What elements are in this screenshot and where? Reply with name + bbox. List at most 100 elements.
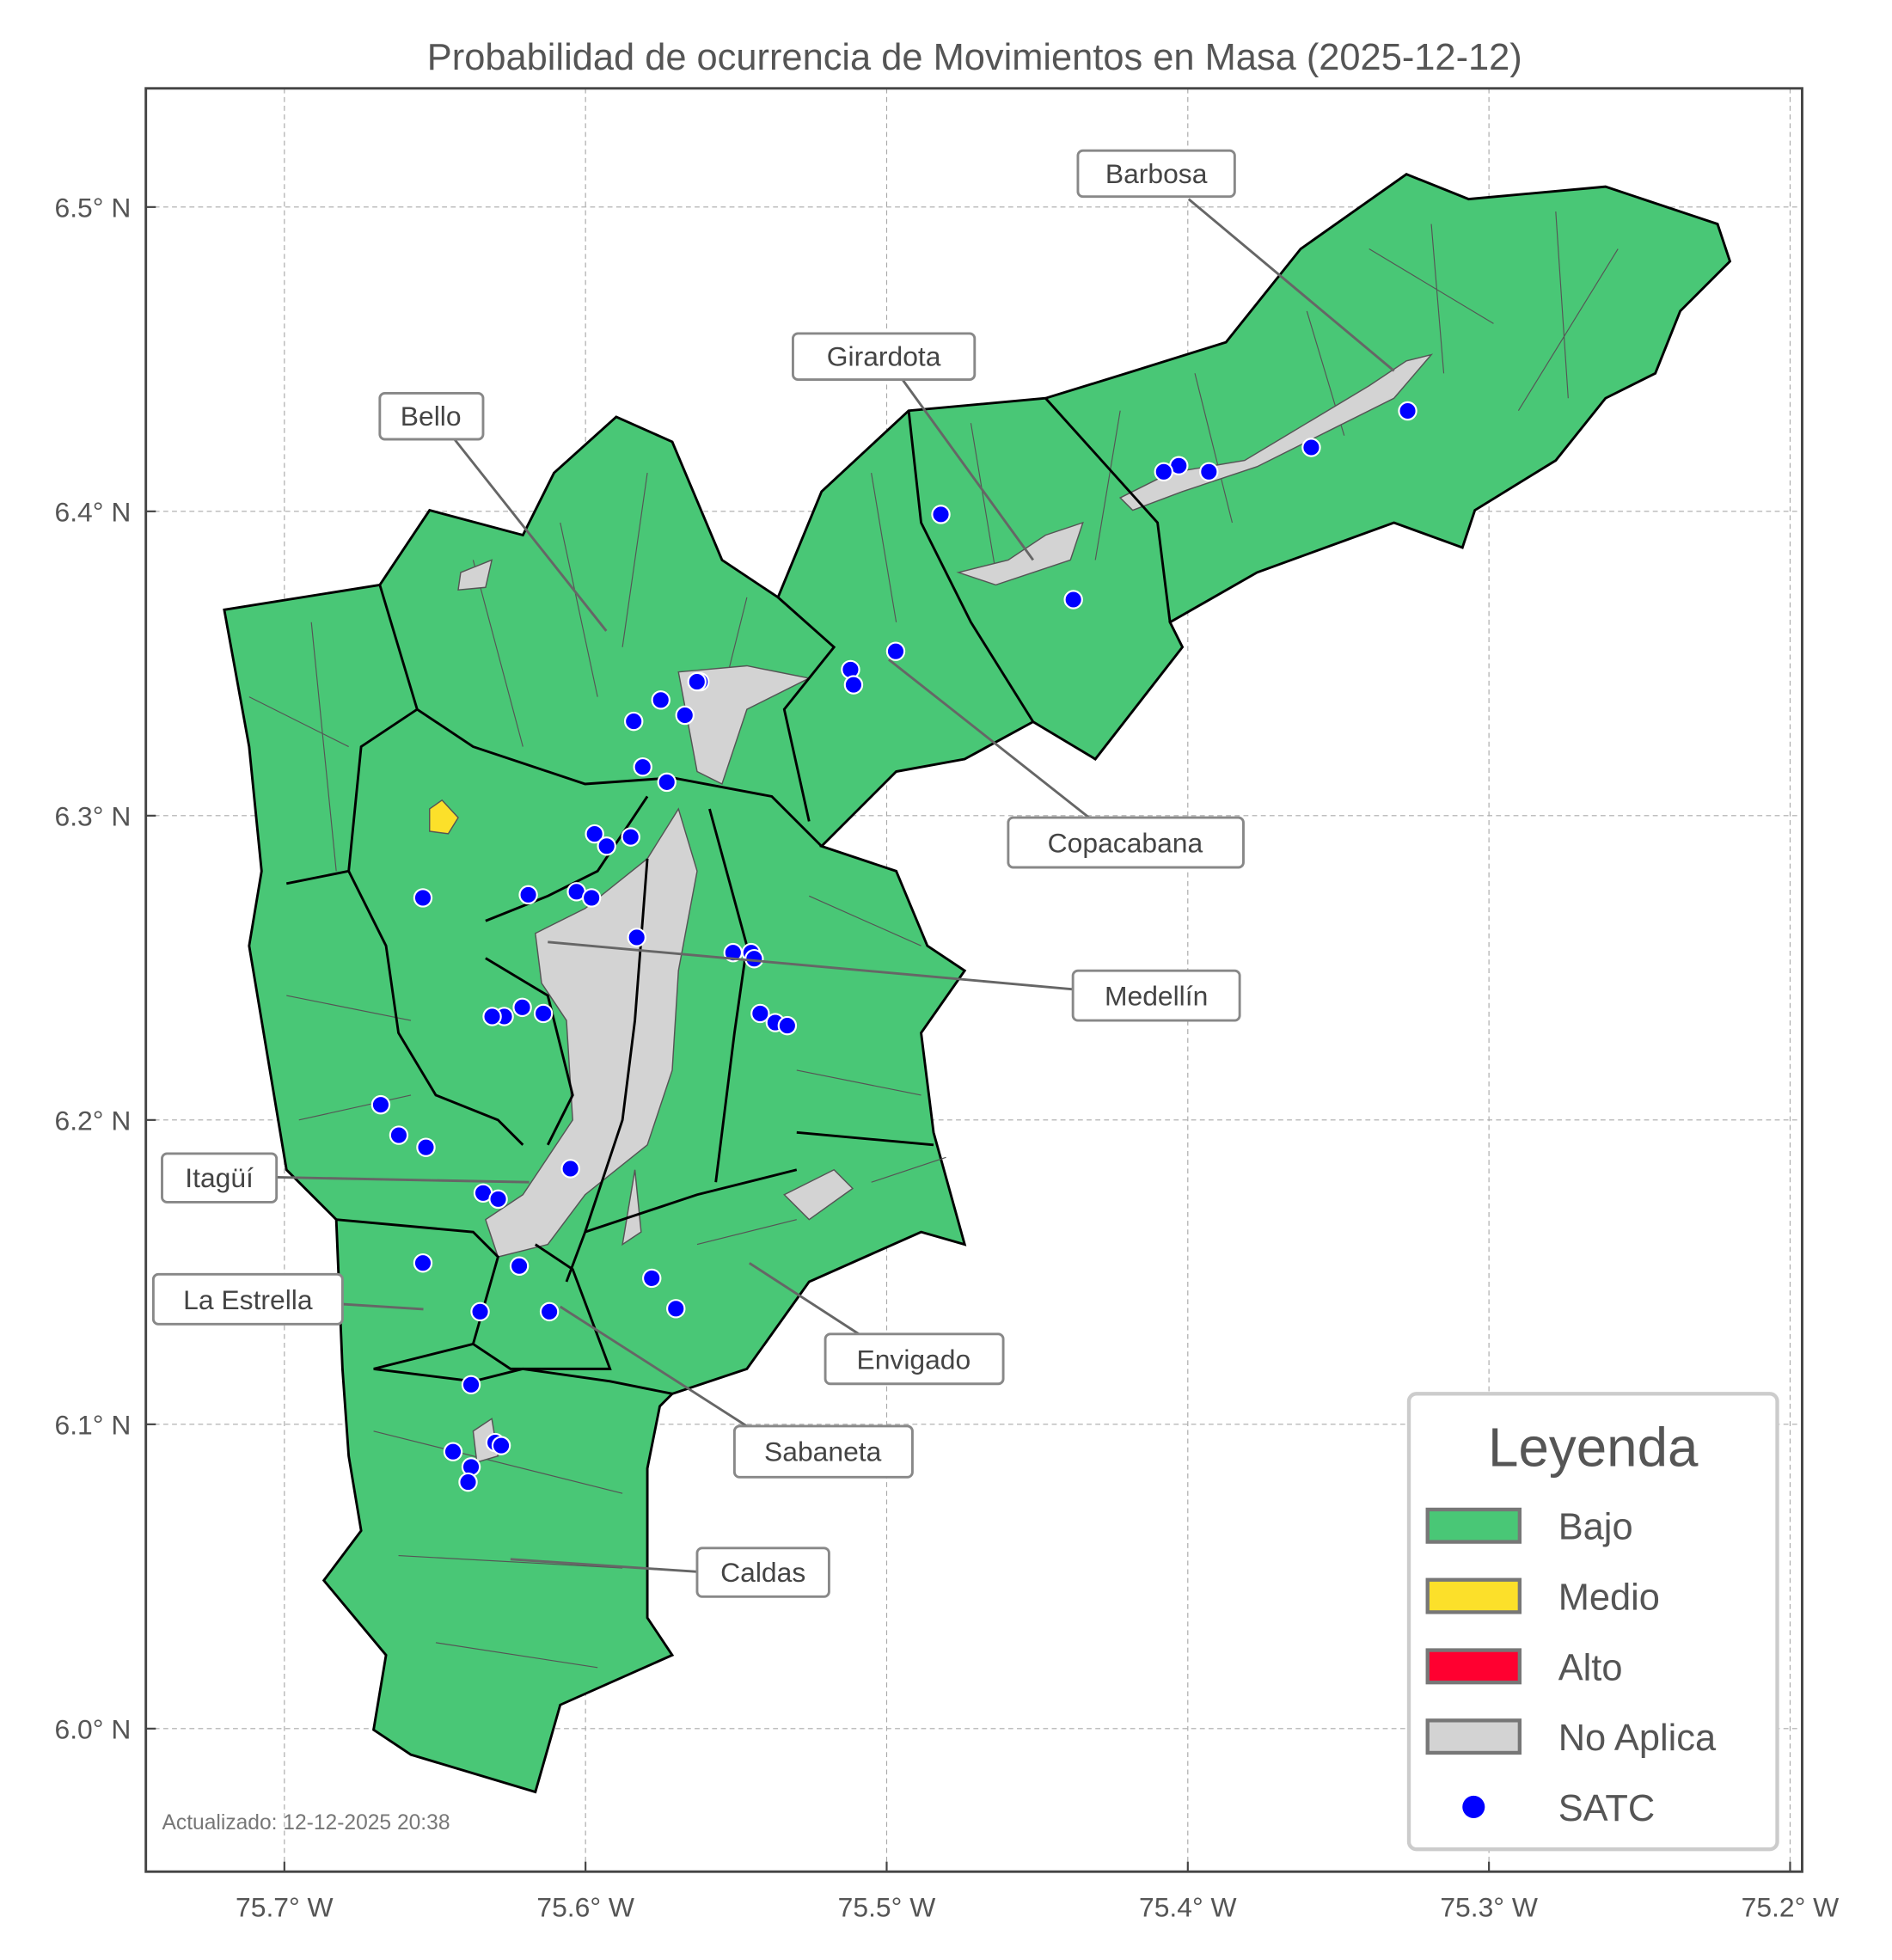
svg-text:Caldas: Caldas <box>720 1557 805 1588</box>
svg-text:Sabaneta: Sabaneta <box>764 1436 882 1467</box>
svg-text:Barbosa: Barbosa <box>1105 158 1208 189</box>
satc-station-point <box>585 824 604 844</box>
satc-station-point <box>642 1268 662 1289</box>
label-copacabana: Copacabana <box>888 658 1245 869</box>
legend-label: SATC <box>1558 1788 1656 1829</box>
satc-station-point <box>370 1094 391 1115</box>
legend-item-medio: Medio <box>1425 1577 1660 1618</box>
satc-station-point <box>1398 401 1417 421</box>
label-barbosa: Barbosa <box>1076 149 1395 372</box>
x-tick-label: 75.3° W <box>1440 1891 1538 1922</box>
satc-station-point <box>1199 462 1219 482</box>
label-medellin: Medellín <box>548 940 1241 1022</box>
y-tick-label: 6.3° N <box>54 800 131 831</box>
axis-ticks: 75.7° W 75.6° W 75.5° W 75.4° W 75.3° W 75.2°… <box>54 192 1839 1922</box>
svg-text:Copacabana: Copacabana <box>1048 828 1203 859</box>
satc-station-point <box>413 888 433 908</box>
legend-label: Bajo <box>1558 1507 1633 1548</box>
svg-text:Girardota: Girardota <box>827 341 941 372</box>
satc-station-point <box>1063 590 1083 609</box>
satc-station-point <box>413 1253 433 1273</box>
satc-station-point <box>491 1436 511 1455</box>
legend-swatch <box>1425 1718 1522 1755</box>
x-tick-label: 75.7° W <box>236 1891 334 1922</box>
updated-timestamp: Actualizado: 12-12-2025 20:38 <box>162 1811 450 1834</box>
svg-text:Bello: Bello <box>401 401 462 432</box>
satc-station-point <box>657 772 677 793</box>
legend-label: Alto <box>1558 1647 1623 1688</box>
legend-label: No Aplica <box>1558 1718 1717 1759</box>
label-girardota: Girardota <box>791 332 1035 561</box>
legend-swatch <box>1425 1507 1522 1544</box>
satc-station-point <box>533 1003 554 1024</box>
label-envigado: Envigado <box>748 1262 1005 1386</box>
svg-text:Medellín: Medellín <box>1105 981 1208 1012</box>
satc-station-point <box>488 1189 508 1210</box>
legend-title: Leyenda <box>1488 1417 1699 1478</box>
y-tick-label: 6.5° N <box>54 192 131 223</box>
label-caldas: Caldas <box>510 1547 830 1598</box>
satc-station-point <box>885 641 906 661</box>
legend-item-no-aplica: No Aplica <box>1425 1718 1717 1759</box>
legend-label: Medio <box>1558 1577 1660 1618</box>
y-tick-label: 6.4° N <box>54 496 131 527</box>
satc-station-point <box>1154 462 1173 482</box>
satc-station-point <box>509 1256 530 1276</box>
satc-station-point <box>443 1442 463 1461</box>
vereda-boundaries <box>248 211 1619 1669</box>
satc-station-point <box>482 1007 502 1026</box>
y-tick-label: 6.0° N <box>54 1713 131 1744</box>
satc-station-point <box>687 671 707 692</box>
satc-station-point <box>675 705 695 726</box>
x-tick-label: 75.6° W <box>536 1891 634 1922</box>
satc-station-point <box>843 675 864 695</box>
label-bello: Bello <box>378 392 608 632</box>
svg-text:La Estrella: La Estrella <box>183 1284 313 1315</box>
satc-station-point <box>777 1015 798 1036</box>
satc-station-point <box>651 690 670 710</box>
satc-station-point <box>666 1299 686 1319</box>
region-medio <box>429 799 459 835</box>
x-tick-label: 75.5° W <box>838 1891 936 1922</box>
legend-item-bajo: Bajo <box>1425 1507 1633 1548</box>
satc-station-point <box>416 1137 436 1157</box>
satc-station-point <box>627 928 646 947</box>
y-tick-label: 6.1° N <box>54 1409 131 1440</box>
region-bajo <box>223 173 1732 1794</box>
satc-station-point <box>623 711 644 732</box>
satc-station-point <box>470 1302 490 1322</box>
legend: Leyenda Bajo Medio Alto No Aplica SATC <box>1406 1392 1779 1852</box>
map-title: Probabilidad de ocurrencia de Movimiento… <box>427 37 1522 78</box>
satc-station-point <box>744 949 764 969</box>
satc-station-point <box>581 888 602 908</box>
plot-frame <box>144 87 1803 1873</box>
svg-text:Itagüí: Itagüí <box>185 1162 254 1193</box>
legend-marker <box>1462 1795 1485 1818</box>
satc-station-point <box>750 1003 770 1024</box>
y-tick-label: 6.2° N <box>54 1105 131 1136</box>
label-la-estrella: La Estrella <box>151 1272 424 1326</box>
x-tick-label: 75.4° W <box>1139 1891 1237 1922</box>
x-tick-label: 75.2° W <box>1742 1891 1840 1922</box>
legend-item-satc: SATC <box>1462 1788 1655 1829</box>
legend-swatch <box>1425 1648 1522 1685</box>
satc-station-point <box>1301 438 1321 457</box>
satc-station-point <box>539 1302 560 1322</box>
label-itagui: Itagüí <box>161 1152 530 1204</box>
satc-station-point <box>931 505 951 524</box>
legend-item-alto: Alto <box>1425 1647 1623 1688</box>
municipality-labels: Barbosa Girardota Bello Copacabana Medel… <box>151 149 1395 1598</box>
satc-stations <box>370 401 1417 1492</box>
label-sabaneta: Sabaneta <box>559 1305 914 1479</box>
legend-swatch <box>1425 1577 1522 1614</box>
satc-station-point <box>458 1472 478 1492</box>
svg-text:Envigado: Envigado <box>856 1344 970 1375</box>
satc-station-point <box>621 827 640 847</box>
satc-station-point <box>461 1375 481 1395</box>
satc-station-point <box>389 1125 409 1145</box>
satc-station-point <box>518 885 538 905</box>
satc-station-point <box>560 1159 580 1179</box>
satc-station-point <box>633 756 652 777</box>
satc-station-point <box>597 836 616 856</box>
